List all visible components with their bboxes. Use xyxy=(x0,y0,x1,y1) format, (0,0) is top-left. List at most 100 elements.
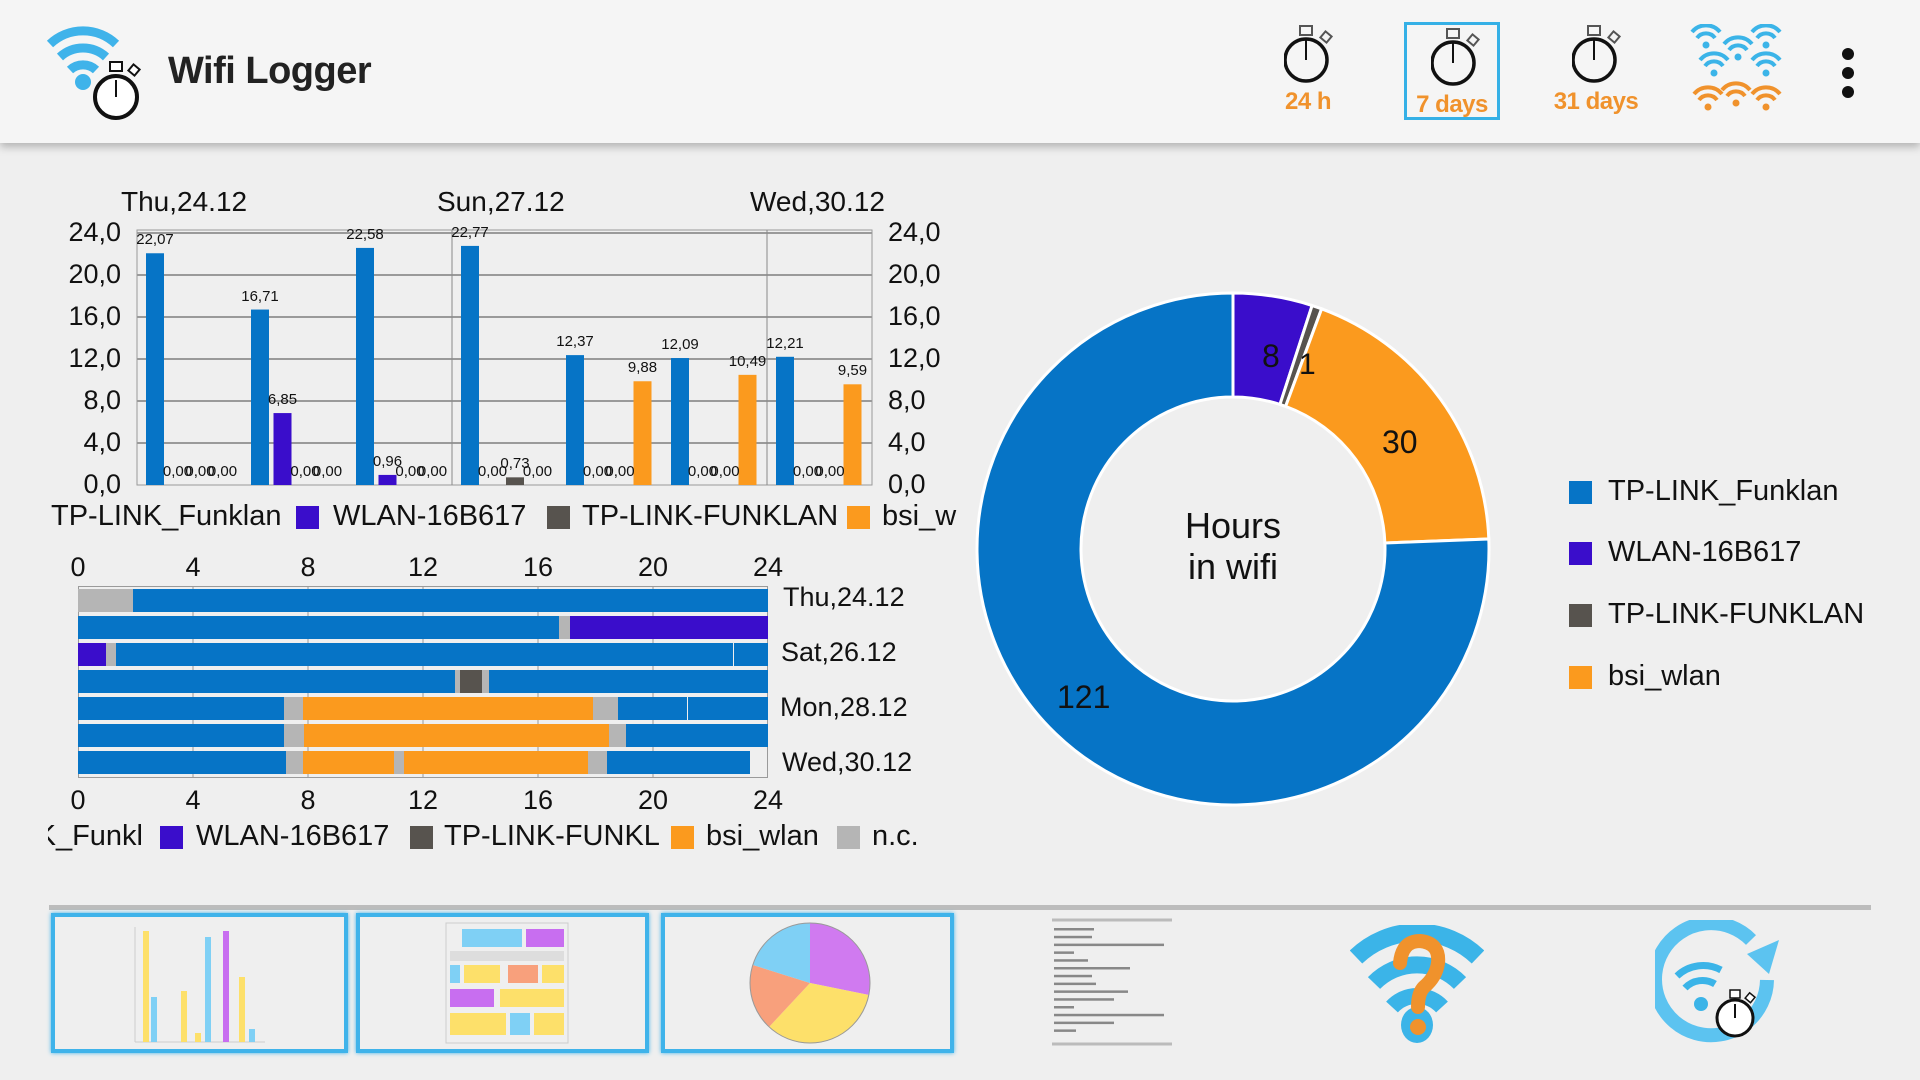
hours-donut-chart xyxy=(975,291,1491,807)
y-tick-label: 0,0 xyxy=(83,469,121,499)
text-line xyxy=(1054,943,1164,947)
bar-value-label: 0,00 xyxy=(815,463,845,480)
bar xyxy=(506,477,524,485)
wifi-icon xyxy=(1750,85,1782,111)
text-line xyxy=(1054,959,1088,962)
legend-swatch xyxy=(1569,542,1592,565)
legend-swatch xyxy=(410,826,433,849)
wifi-icon xyxy=(1750,51,1782,77)
y-tick-label: 16,0 xyxy=(68,301,121,331)
donut-slice xyxy=(975,291,1491,807)
x-tick-label: 0 xyxy=(70,785,86,815)
timeline-segment xyxy=(489,670,768,693)
stopwatch-icon xyxy=(1431,28,1481,86)
legend-swatch xyxy=(1569,666,1592,689)
timeline-segment xyxy=(78,616,559,639)
x-tick-label: 24 xyxy=(752,552,784,582)
timeline-segment xyxy=(394,751,404,774)
x-tick-label: 8 xyxy=(300,552,316,582)
wifi-networks-icon[interactable] xyxy=(1690,24,1790,122)
x-tick-label: 20 xyxy=(637,552,669,582)
wifi-icon xyxy=(1722,35,1754,61)
pie-chart-view-button[interactable] xyxy=(661,913,954,1053)
x-tick-label: 16 xyxy=(522,785,554,815)
bar-value-label: 0,00 xyxy=(417,463,448,480)
timeline-row xyxy=(78,724,768,747)
text-line xyxy=(1054,1006,1074,1009)
bar xyxy=(566,355,584,485)
timeline-legend: TP-LINK_Funkl WLAN-16B617 TP-LINK-FUNKL … xyxy=(48,818,948,858)
text-line xyxy=(1054,1013,1164,1017)
more-vert-icon[interactable] xyxy=(1836,46,1860,100)
x-tick-label: 12 xyxy=(407,785,439,815)
timeline-segment xyxy=(481,670,490,693)
plot-frame xyxy=(136,229,873,486)
bar-value-label: 0,00 xyxy=(477,463,508,480)
legend-label: WLAN-16B617 xyxy=(333,500,527,532)
wifi-icon xyxy=(1750,24,1782,49)
range-24h-label: 24 h xyxy=(1284,88,1332,115)
bar xyxy=(776,356,794,485)
timeline-segment xyxy=(688,697,768,720)
bar-value-label: 0,00 xyxy=(792,463,823,480)
wifi-refresh-icon[interactable] xyxy=(1655,920,1787,1046)
timeline-segment xyxy=(284,724,305,747)
wifi-help-icon[interactable] xyxy=(1350,925,1484,1045)
bar-chart-legend: TP-LINK_Funklan WLAN-16B617 TP-LINK-FUNK… xyxy=(50,498,960,538)
bar-value-label: 0,00 xyxy=(162,463,193,480)
text-document-icon[interactable] xyxy=(1050,918,1174,1048)
range-31days-label: 31 days xyxy=(1553,88,1639,115)
timeline-row xyxy=(78,616,768,639)
text-line xyxy=(1054,1029,1076,1032)
legend-swatch xyxy=(1569,604,1592,627)
bar-chart-view-button[interactable] xyxy=(51,913,348,1053)
timeline-thumbnail-icon xyxy=(445,922,569,1044)
donut-center-line: in wifi xyxy=(1187,546,1279,587)
legend-swatch xyxy=(296,506,319,529)
x-tick-label: 12 xyxy=(407,552,439,582)
timeline-segment xyxy=(115,643,501,666)
legend-label: bsi_wlan xyxy=(1608,660,1721,692)
legend-label: TP-LINK-FUNKLAN xyxy=(582,500,839,532)
bar-value-label: 0,00 xyxy=(522,463,553,480)
bar xyxy=(633,381,652,485)
donut-slice xyxy=(1283,306,1491,545)
y-tick-label: 16,0 xyxy=(888,301,941,331)
text-line xyxy=(1054,982,1096,986)
timeline-view-button[interactable] xyxy=(356,913,649,1053)
timeline-segment xyxy=(105,643,116,666)
wifi-icon xyxy=(1698,51,1730,77)
timeline-segment xyxy=(78,589,133,612)
bar xyxy=(461,245,479,485)
timeline-segment xyxy=(78,643,106,666)
y-tick-label: 12,0 xyxy=(888,343,941,373)
wifi-icon xyxy=(1690,24,1722,49)
legend-swatch xyxy=(547,506,570,529)
donut-center-text: Hours in wifi xyxy=(1133,505,1333,587)
range-24h-button[interactable]: 24 h xyxy=(1260,22,1356,120)
bar-value-label: 22,07 xyxy=(136,231,174,249)
range-7days-button[interactable]: 7 days xyxy=(1404,22,1500,120)
bar-value-label: 0,96 xyxy=(372,452,403,470)
bar-value-label: 0,00 xyxy=(185,463,215,480)
bar-value-label: 0,00 xyxy=(605,463,635,480)
legend-label: n.c. xyxy=(872,820,919,852)
slice-label: 121 xyxy=(1057,679,1111,715)
app-bar: Wifi Logger 24 h 7 days 31 days xyxy=(0,0,1920,143)
bar-value-label: 10,49 xyxy=(728,352,767,370)
timeline-segment xyxy=(454,670,461,693)
bar-chart-thumbnail-icon xyxy=(134,927,265,1043)
legend-label: TP-LINK_Funklan xyxy=(51,500,282,532)
bar xyxy=(146,253,164,485)
bar xyxy=(738,374,757,485)
range-31days-button[interactable]: 31 days xyxy=(1548,22,1644,120)
timeline-segment xyxy=(587,751,607,774)
legend-label: bsi_wlan xyxy=(706,820,819,852)
timeline-row xyxy=(78,589,768,612)
text-line xyxy=(1054,951,1074,954)
bar-value-label: 0,00 xyxy=(312,463,343,480)
wifi-icon xyxy=(1692,85,1724,111)
timeline-segment xyxy=(617,697,688,720)
app-title: Wifi Logger xyxy=(168,50,372,92)
legend-label: TP-LINK_Funkl xyxy=(48,820,143,852)
